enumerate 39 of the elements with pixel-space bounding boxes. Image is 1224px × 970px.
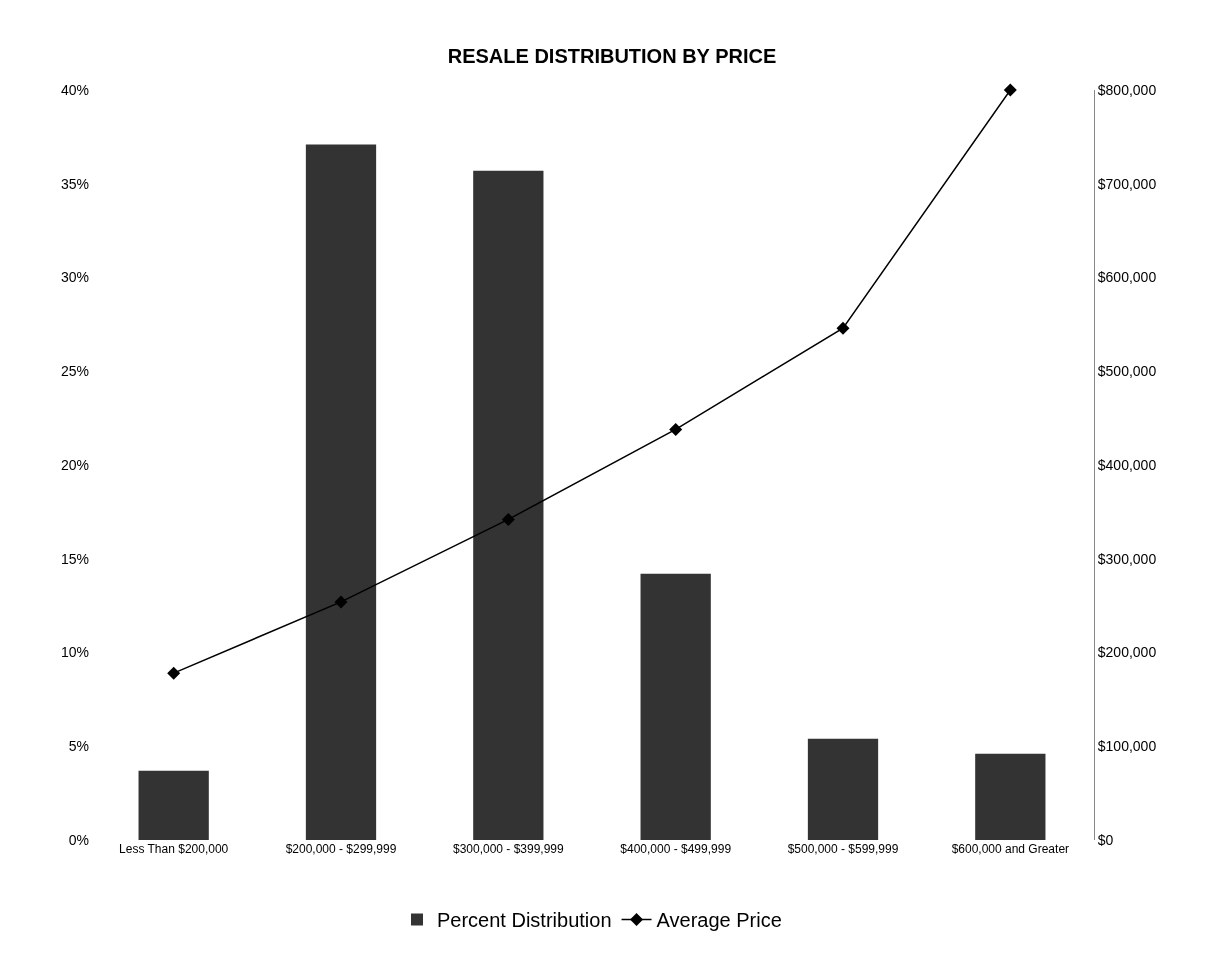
y-tick-label: 0% (68, 831, 89, 848)
y2-tick-label: $400,000 (1097, 456, 1157, 473)
y-tick-label: 40% (60, 81, 89, 98)
legend-label: Average Price (656, 909, 782, 932)
bar (807, 738, 879, 840)
x-tick-label: Less Than $200,000 (119, 842, 229, 856)
y2-tick-label: $800,000 (1097, 81, 1157, 98)
bar (640, 573, 711, 840)
x-tick-label: $500,000 - $599,999 (787, 842, 899, 856)
bar (473, 170, 544, 840)
x-tick-label: $600,000 and Greater (951, 842, 1070, 856)
y-tick-label: 30% (60, 269, 89, 286)
y2-tick-label: $600,000 (1097, 269, 1157, 286)
y-tick-label: 15% (60, 550, 89, 567)
x-tick-label: $400,000 - $499,999 (620, 842, 732, 856)
point (334, 595, 348, 609)
y-tick-label: 5% (68, 738, 89, 755)
y2-tick-label: $300,000 (1097, 550, 1157, 567)
y2-tick-label: $100,000 (1097, 738, 1157, 755)
bar (975, 753, 1046, 840)
x-tick-label: $300,000 - $399,999 (452, 842, 565, 856)
chart-title: RESALE DISTRIBUTION BY PRICE (447, 44, 777, 67)
point (836, 321, 850, 335)
y2-tick-label: $500,000 (1097, 363, 1157, 380)
y-tick-label: 10% (60, 644, 89, 661)
y-tick-label: 25% (60, 363, 89, 380)
y-tick-label: 35% (60, 175, 89, 192)
bar (138, 770, 209, 840)
point (501, 512, 515, 526)
y-tick-label: 20% (60, 456, 89, 473)
y2-tick-label: $0 (1097, 831, 1114, 848)
x-tick-label: $200,000 - $299,999 (285, 842, 397, 856)
point (669, 422, 683, 436)
legend-label: Percent Distribution (437, 909, 612, 932)
point (1003, 83, 1017, 97)
y2-tick-label: $200,000 (1097, 644, 1157, 661)
y2-tick-label: $700,000 (1097, 175, 1157, 192)
point (167, 666, 181, 680)
bar (305, 144, 377, 840)
